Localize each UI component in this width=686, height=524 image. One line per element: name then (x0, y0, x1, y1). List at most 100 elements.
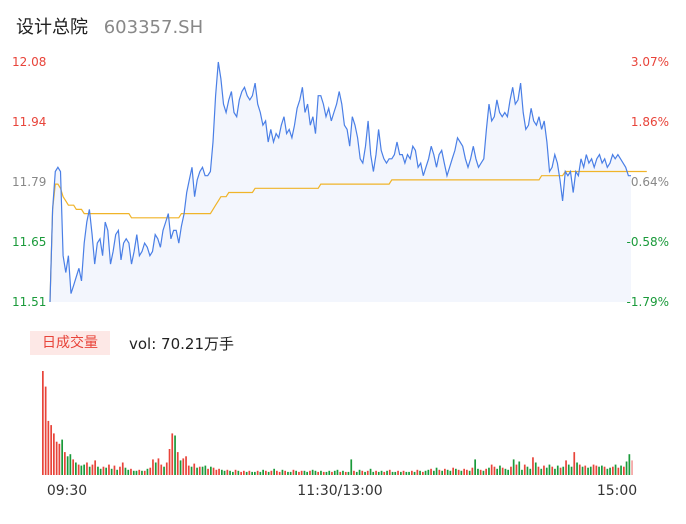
volume-bar (631, 460, 633, 475)
volume-bar (229, 470, 231, 475)
volume-bar (287, 471, 289, 475)
volume-bar (339, 471, 342, 475)
volume-bar (135, 470, 138, 475)
volume-bar (350, 459, 353, 475)
volume-bar (518, 461, 521, 475)
volume-bar (400, 471, 402, 475)
volume-bar (537, 466, 540, 475)
volume-bar (141, 470, 143, 475)
volume-bar (306, 471, 309, 475)
volume-bar (331, 471, 333, 475)
volume-bar (245, 471, 248, 475)
volume-bar (61, 439, 64, 475)
volume-bar (361, 470, 364, 475)
volume-bar (438, 469, 441, 475)
volume-bar (256, 470, 259, 475)
volume-bar (598, 466, 600, 475)
stock-name: 设计总院 (16, 17, 88, 38)
volume-bar (295, 470, 298, 475)
volume-bar (603, 466, 606, 475)
volume-bar (204, 465, 207, 475)
volume-bar (474, 459, 477, 475)
volume-bar (259, 471, 262, 475)
volume-bar (281, 469, 284, 475)
y-tick-left: 12.08 (12, 55, 46, 69)
volume-bar (80, 465, 83, 475)
volume-bar (375, 470, 377, 475)
y-tick-right: -0.58% (627, 235, 669, 249)
volume-bar (44, 386, 47, 475)
volume-bar (254, 471, 256, 475)
volume-bar (587, 467, 589, 475)
volume-bar (364, 471, 366, 475)
volume-bar (243, 470, 245, 475)
volume-bar (215, 469, 218, 475)
volume-bar (441, 470, 444, 475)
y-tick-left: 11.65 (12, 235, 46, 249)
volume-bar (493, 466, 496, 475)
volume-bar (270, 470, 273, 475)
volume-bar (419, 470, 421, 475)
volume-bar (97, 466, 99, 475)
volume-bar (99, 468, 102, 475)
volume-bar (620, 465, 622, 475)
volume-bar (289, 471, 292, 475)
y-tick-right: -1.79% (627, 295, 669, 309)
volume-bar (562, 466, 565, 475)
volume-bar (300, 470, 303, 475)
volume-bar (171, 433, 174, 475)
volume-bar (581, 466, 584, 475)
volume-bar (449, 470, 452, 475)
volume-bar (119, 466, 121, 475)
volume-bar (614, 464, 617, 475)
volume-bar (482, 470, 485, 475)
volume-bar (521, 469, 523, 475)
volume-bar (405, 471, 408, 475)
volume-bar (559, 467, 562, 475)
volume-bar (262, 469, 265, 475)
volume-bar (121, 462, 124, 475)
volume-bar (160, 464, 163, 475)
volume-bar (53, 433, 55, 475)
volume-bar (485, 468, 488, 475)
volume-bar (534, 462, 537, 475)
volume-bar (532, 457, 534, 475)
volume-bar (601, 465, 603, 475)
volume-bar (548, 464, 551, 475)
volume-bar (124, 467, 127, 475)
volume-bar (251, 471, 254, 475)
y-tick-right: 0.64% (631, 175, 669, 189)
volume-bar (154, 462, 157, 475)
volume-bar (185, 456, 187, 475)
volume-bar (218, 468, 220, 475)
volume-bar (457, 469, 460, 475)
volume-bar (110, 468, 113, 475)
volume-bar (391, 471, 394, 475)
volume-bar (460, 470, 463, 475)
volume-bar (570, 466, 573, 475)
volume-bar (69, 454, 72, 475)
volume-bar (298, 471, 300, 475)
volume-bar (88, 466, 91, 475)
volume-bar (58, 443, 61, 475)
volume-bar (320, 470, 322, 475)
volume-bar (86, 462, 88, 475)
price-area (50, 62, 631, 302)
volume-bar (322, 471, 325, 475)
volume-bar (317, 471, 320, 475)
volume-bar (309, 470, 311, 475)
volume-bar (303, 470, 306, 475)
volume-bar (545, 467, 548, 475)
volume-bar (138, 469, 141, 475)
volume-bar (278, 471, 281, 475)
volume-bar (198, 466, 201, 475)
volume-bar (411, 470, 413, 475)
volume-bar (372, 471, 375, 475)
volume-bar (207, 468, 209, 475)
volume-bar (510, 466, 512, 475)
volume-bar (388, 469, 391, 475)
volume-bar (386, 470, 388, 475)
volume-bar (366, 470, 369, 475)
volume-bar (187, 465, 190, 475)
volume-bar (529, 468, 532, 475)
